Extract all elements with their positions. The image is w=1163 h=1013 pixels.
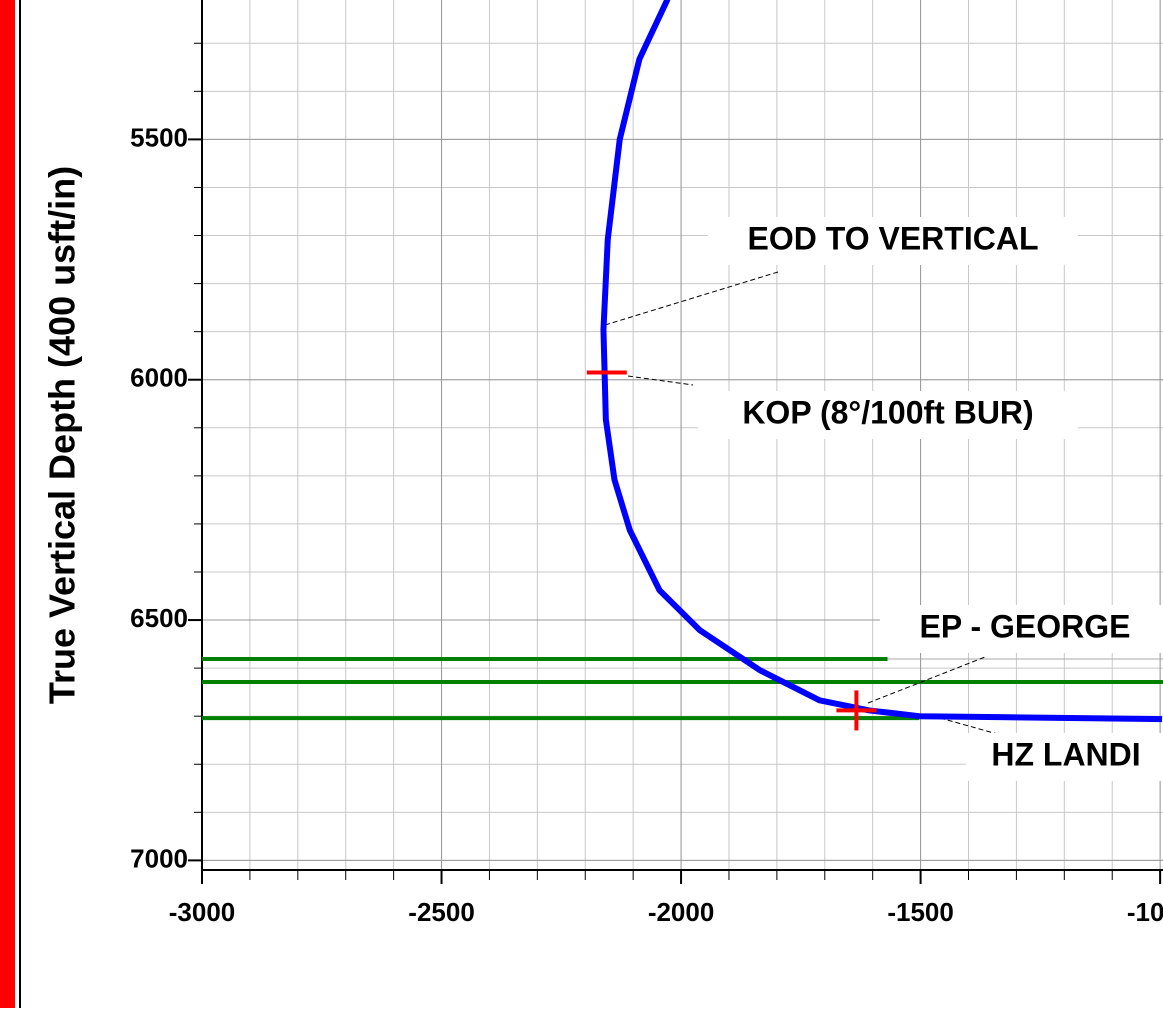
annotation: HZ LANDI bbox=[991, 736, 1140, 772]
leader-line bbox=[867, 656, 986, 704]
plot: EOD TO VERTICAL KOP (8°/100ft BUR) EP - GE… bbox=[202, 0, 1163, 781]
leader-line bbox=[627, 375, 694, 386]
leader-line bbox=[604, 271, 779, 326]
annotation: EP - GEORGE bbox=[919, 608, 1130, 644]
annotation-box bbox=[698, 391, 1078, 439]
y-tick-label: 7000 bbox=[130, 843, 188, 873]
y-tick-label: 5500 bbox=[130, 122, 188, 152]
x-tick-label: -2500 bbox=[408, 897, 475, 927]
side-bar bbox=[0, 0, 15, 1008]
x-tick-label: -1500 bbox=[887, 897, 954, 927]
x-tick-label: -3000 bbox=[169, 897, 236, 927]
annotation: EOD TO VERTICAL bbox=[748, 220, 1039, 256]
y-tick-label: 6500 bbox=[130, 603, 188, 633]
annotation-box bbox=[708, 217, 1078, 265]
grid bbox=[188, 0, 1163, 884]
annotation-box bbox=[966, 733, 1163, 781]
x-tick-label: -1000 bbox=[1127, 897, 1163, 927]
annotation-box bbox=[880, 605, 1163, 653]
y-axis-title: True Vertical Depth (400 usft/in) bbox=[42, 166, 83, 704]
y-tick-label: 6000 bbox=[130, 363, 188, 393]
annotation: KOP (8°/100ft BUR) bbox=[742, 394, 1033, 430]
wellbore-line bbox=[600, 0, 1163, 723]
x-tick-label: -2000 bbox=[648, 897, 715, 927]
